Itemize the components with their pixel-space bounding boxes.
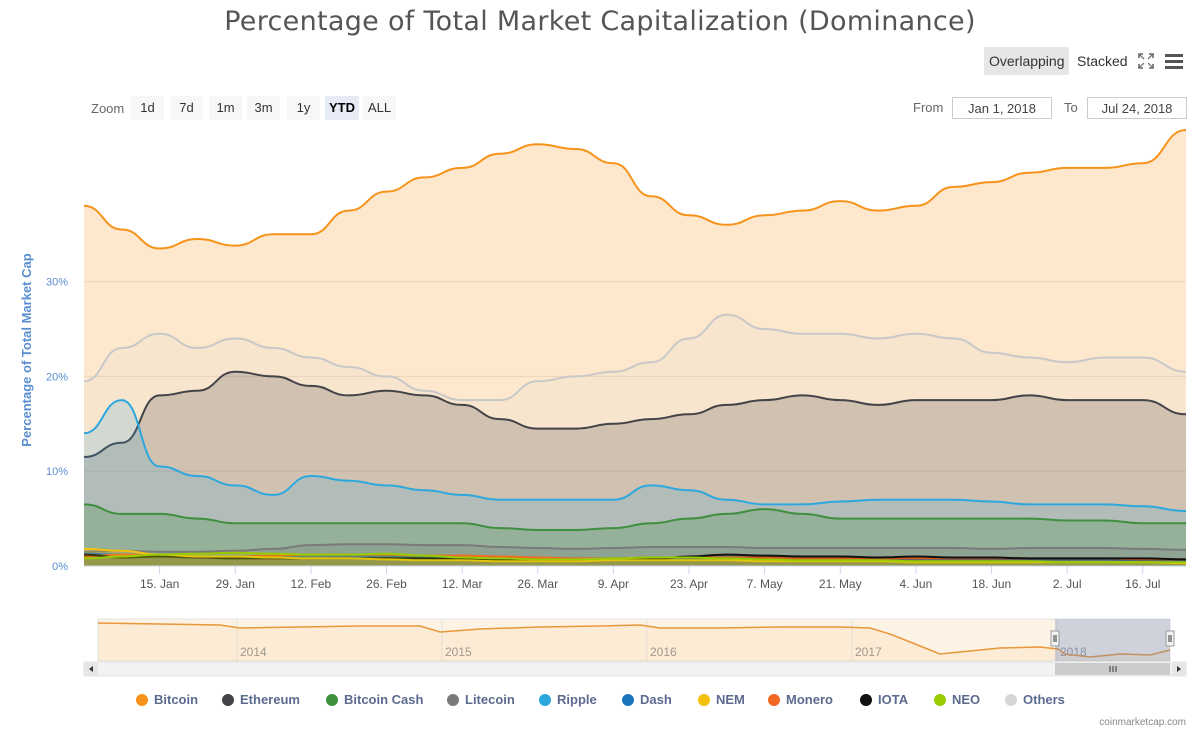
menu-icon[interactable] bbox=[1164, 52, 1184, 70]
series-line-neo[interactable] bbox=[83, 551, 1186, 564]
legend-label: Dash bbox=[640, 692, 672, 707]
series-area-bitcoin bbox=[84, 130, 1186, 566]
legend-dot-icon bbox=[768, 694, 780, 706]
overlapping-button[interactable]: Overlapping bbox=[984, 47, 1069, 75]
navigator-background bbox=[97, 618, 1171, 662]
zoom-label: Zoom bbox=[91, 101, 125, 116]
navigator-selection[interactable] bbox=[1055, 619, 1170, 661]
x-tick-label: 12. Mar bbox=[442, 577, 483, 591]
y-axis-title: Percentage of Total Market Cap bbox=[19, 253, 34, 446]
legend-dot-icon bbox=[222, 694, 234, 706]
legend-item-litecoin[interactable]: Litecoin bbox=[447, 692, 515, 710]
series-line-litecoin[interactable] bbox=[83, 543, 1187, 553]
y-tick-label: 30% bbox=[46, 277, 68, 289]
stacked-button[interactable]: Stacked bbox=[1077, 53, 1128, 69]
legend-item-ripple[interactable]: Ripple bbox=[539, 692, 597, 710]
navigator-year-label: 2014 bbox=[240, 645, 267, 659]
series-area-ethereum bbox=[84, 371, 1186, 566]
legend-dot-icon bbox=[860, 694, 872, 706]
x-tick-label: 21. May bbox=[819, 577, 862, 591]
zoom-button-1y[interactable]: 1y bbox=[287, 96, 320, 120]
x-tick-label: 7. May bbox=[747, 577, 783, 591]
legend-label: Bitcoin bbox=[154, 692, 199, 707]
to-label: To bbox=[1064, 100, 1078, 115]
series-area-others bbox=[84, 314, 1186, 566]
legend-label: Litecoin bbox=[465, 692, 515, 707]
zoom-button-all[interactable]: ALL bbox=[363, 96, 396, 120]
x-tick-label: 4. Jun bbox=[900, 577, 933, 591]
legend-label: Others bbox=[1023, 692, 1065, 707]
x-tick-label: 12. Feb bbox=[291, 577, 332, 591]
navigator-year-label: 2017 bbox=[855, 645, 882, 659]
x-tick-label: 23. Apr bbox=[670, 577, 708, 591]
x-tick-label: 16. Jul bbox=[1125, 577, 1160, 591]
series-line-ethereum[interactable] bbox=[83, 370, 1187, 458]
legend-dot-icon bbox=[934, 694, 946, 706]
x-tick-label: 29. Jan bbox=[216, 577, 255, 591]
legend-item-nem[interactable]: NEM bbox=[698, 692, 745, 710]
series-area-ripple bbox=[84, 400, 1186, 566]
arrow-right-icon bbox=[1177, 666, 1181, 672]
zoom-button-ytd[interactable]: YTD bbox=[325, 96, 359, 120]
navigator-handle-right[interactable] bbox=[1165, 630, 1175, 647]
legend-dot-icon bbox=[326, 694, 338, 706]
x-tick-label: 26. Feb bbox=[366, 577, 407, 591]
legend-dot-icon bbox=[622, 694, 634, 706]
from-label: From bbox=[913, 100, 944, 115]
series-line-bitcoin[interactable] bbox=[83, 129, 1187, 250]
zoom-button-1d[interactable]: 1d bbox=[131, 96, 164, 120]
fullscreen-icon[interactable] bbox=[1137, 52, 1155, 70]
zoom-button-7d[interactable]: 7d bbox=[170, 96, 203, 120]
legend-item-bitcoin[interactable]: Bitcoin bbox=[136, 692, 198, 710]
legend-item-dash[interactable]: Dash bbox=[622, 692, 672, 710]
legend-item-iota[interactable]: IOTA bbox=[860, 692, 908, 710]
legend-item-neo[interactable]: NEO bbox=[934, 692, 980, 710]
legend-dot-icon bbox=[1005, 694, 1017, 706]
chart-title: Percentage of Total Market Capitalizatio… bbox=[224, 6, 976, 37]
navigator-line bbox=[97, 622, 1171, 658]
legend-dot-icon bbox=[136, 694, 148, 706]
legend-item-bitcoin-cash[interactable]: Bitcoin Cash bbox=[326, 692, 423, 710]
legend-label: Bitcoin Cash bbox=[344, 692, 424, 707]
x-tick-label: 15. Jan bbox=[140, 577, 179, 591]
navigator-area bbox=[98, 623, 1170, 661]
legend-label: Monero bbox=[786, 692, 833, 707]
navigator-handle-left[interactable] bbox=[1050, 630, 1060, 647]
legend-label: Ethereum bbox=[240, 692, 300, 707]
legend-label: IOTA bbox=[878, 692, 909, 707]
series-area-neo bbox=[84, 552, 1186, 566]
series-line-bitcoin-cash[interactable] bbox=[83, 503, 1186, 531]
credit-link[interactable]: coinmarketcap.com bbox=[1099, 717, 1186, 728]
legend-label: NEO bbox=[952, 692, 981, 707]
legend-item-ethereum[interactable]: Ethereum bbox=[222, 692, 300, 710]
arrow-left-icon bbox=[89, 666, 93, 672]
navigator-year-label: 2016 bbox=[650, 645, 677, 659]
x-tick-label: 2. Jul bbox=[1053, 577, 1082, 591]
scrollbar-track[interactable] bbox=[83, 661, 1187, 677]
series-line-others[interactable] bbox=[83, 313, 1187, 402]
legend-label: Ripple bbox=[557, 692, 597, 707]
legend-dot-icon bbox=[698, 694, 710, 706]
zoom-button-3m[interactable]: 3m bbox=[247, 96, 280, 120]
legend-dot-icon bbox=[539, 694, 551, 706]
to-date-input[interactable]: Jul 24, 2018 bbox=[1087, 97, 1187, 119]
series-area-nem bbox=[84, 548, 1186, 566]
legend-item-others[interactable]: Others bbox=[1005, 692, 1065, 710]
y-tick-label: 0% bbox=[52, 561, 68, 573]
series-line-ripple[interactable] bbox=[83, 399, 1187, 512]
legend-item-monero[interactable]: Monero bbox=[768, 692, 833, 710]
x-tick-label: 26. Mar bbox=[517, 577, 558, 591]
from-date-input[interactable]: Jan 1, 2018 bbox=[952, 97, 1052, 119]
zoom-button-1m[interactable]: 1m bbox=[209, 96, 242, 120]
x-tick-label: 18. Jun bbox=[972, 577, 1011, 591]
series-area-bitcoin-cash bbox=[84, 504, 1186, 566]
y-tick-label: 10% bbox=[46, 466, 68, 478]
legend-dot-icon bbox=[447, 694, 459, 706]
y-tick-label: 20% bbox=[46, 371, 68, 383]
legend-label: NEM bbox=[716, 692, 745, 707]
navigator-year-label: 2015 bbox=[445, 645, 472, 659]
x-tick-label: 9. Apr bbox=[598, 577, 629, 591]
